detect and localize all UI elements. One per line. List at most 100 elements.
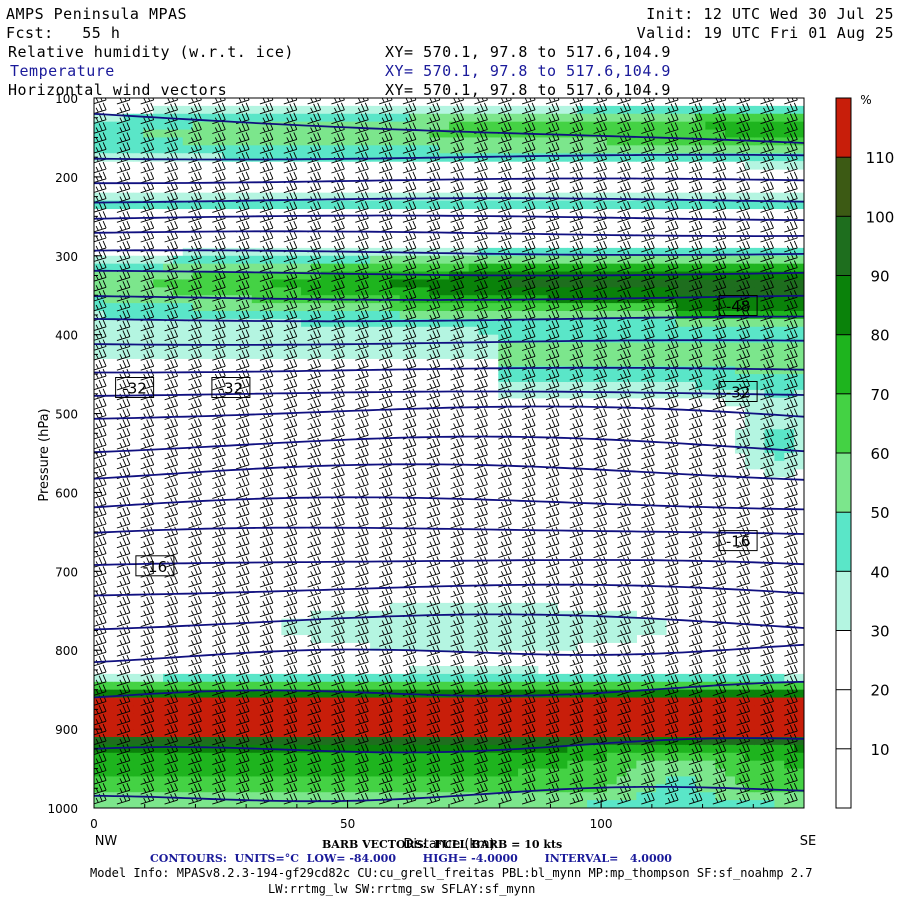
wind-barb xyxy=(188,339,202,351)
rh-cell xyxy=(537,784,549,793)
wind-barb xyxy=(116,428,131,440)
wind-barb xyxy=(498,240,512,253)
rh-cell xyxy=(695,721,706,730)
wind-barb xyxy=(259,506,274,519)
rh-cell xyxy=(389,311,401,320)
rh-cell xyxy=(754,153,766,162)
rh-cell xyxy=(94,713,105,722)
rh-cell xyxy=(498,681,509,691)
rh-cell xyxy=(498,642,509,651)
rh-cell xyxy=(636,279,647,288)
wind-barb xyxy=(593,506,608,519)
rh-cell xyxy=(744,705,756,714)
wind-barb xyxy=(426,319,441,332)
rh-cell xyxy=(695,129,706,139)
rh-cell xyxy=(587,610,598,620)
rh-cell xyxy=(508,342,519,352)
wind-barb xyxy=(188,605,202,618)
rh-cell xyxy=(182,121,194,131)
rh-cell xyxy=(744,145,756,154)
wind-barb xyxy=(355,526,369,539)
rh-cell xyxy=(192,192,204,202)
wind-barb xyxy=(235,378,250,391)
rh-cell xyxy=(399,255,411,265)
rh-cell xyxy=(616,247,628,257)
rh-cell xyxy=(567,121,578,131)
wind-barb xyxy=(402,388,417,401)
rh-cell xyxy=(458,121,470,131)
rh-cell xyxy=(360,610,371,620)
rh-cell xyxy=(389,768,401,778)
wind-barb xyxy=(235,151,250,164)
rh-cell xyxy=(212,247,223,257)
wind-barb xyxy=(641,191,655,204)
rh-cell xyxy=(103,784,115,793)
wind-barb xyxy=(355,309,369,322)
wind-barb xyxy=(188,112,202,125)
rh-cell xyxy=(241,705,253,714)
rh-cell xyxy=(172,200,184,210)
rh-cell xyxy=(488,666,499,675)
rh-cell xyxy=(172,721,184,730)
wind-barb xyxy=(760,477,774,489)
wind-barb xyxy=(498,615,512,628)
rh-cell xyxy=(685,792,697,801)
rh-cell xyxy=(587,792,598,801)
rh-cell xyxy=(695,760,706,770)
wind-barb xyxy=(664,299,679,312)
rh-cell xyxy=(261,287,273,296)
rh-cell xyxy=(636,713,647,722)
rh-cell xyxy=(192,247,204,257)
wind-barb xyxy=(116,605,131,618)
rh-cell xyxy=(794,350,804,359)
rh-cell xyxy=(370,618,381,628)
wind-barb xyxy=(736,171,751,184)
rh-cell xyxy=(508,382,519,391)
wind-barb xyxy=(736,605,751,618)
wind-barb xyxy=(569,506,584,519)
wind-barb xyxy=(688,349,703,361)
rh-cell xyxy=(567,279,578,288)
rh-cell xyxy=(794,460,804,470)
rh-cell xyxy=(577,792,588,801)
rh-cell xyxy=(606,247,618,257)
wind-barb xyxy=(140,132,155,144)
wind-barb xyxy=(760,260,774,273)
wind-barb xyxy=(474,556,488,568)
rh-cell xyxy=(468,350,480,359)
rh-cell xyxy=(478,784,490,793)
rh-cell xyxy=(360,634,371,643)
wind-barb xyxy=(188,211,202,223)
wind-barb xyxy=(331,299,345,312)
rh-cell xyxy=(774,468,785,478)
rh-cell xyxy=(389,729,401,738)
rh-cell xyxy=(685,800,697,808)
wind-barb xyxy=(545,506,560,519)
rh-cell xyxy=(537,255,549,265)
rh-cell xyxy=(764,342,776,352)
rh-cell xyxy=(665,358,677,367)
wind-barb xyxy=(688,536,703,549)
rh-cell xyxy=(222,737,233,746)
wind-barb xyxy=(331,250,345,263)
rh-cell xyxy=(488,247,499,257)
rh-cell xyxy=(537,389,549,399)
wind-barb xyxy=(521,349,536,361)
wind-barb xyxy=(378,437,393,450)
wind-barb xyxy=(259,447,274,460)
rh-cell xyxy=(784,460,795,470)
rh-cell xyxy=(113,721,125,730)
wind-barb xyxy=(378,299,393,312)
wind-barb xyxy=(378,201,393,213)
rh-cell xyxy=(449,689,460,699)
rh-cell xyxy=(537,145,549,154)
rh-cell xyxy=(251,137,263,146)
wind-barb xyxy=(521,437,536,450)
rh-cell xyxy=(656,303,667,312)
rh-cell xyxy=(133,145,144,154)
rh-cell xyxy=(764,768,776,778)
rh-cell xyxy=(498,192,509,202)
rh-cell xyxy=(518,342,529,352)
rh-cell xyxy=(675,681,687,691)
rh-cell xyxy=(606,145,618,154)
